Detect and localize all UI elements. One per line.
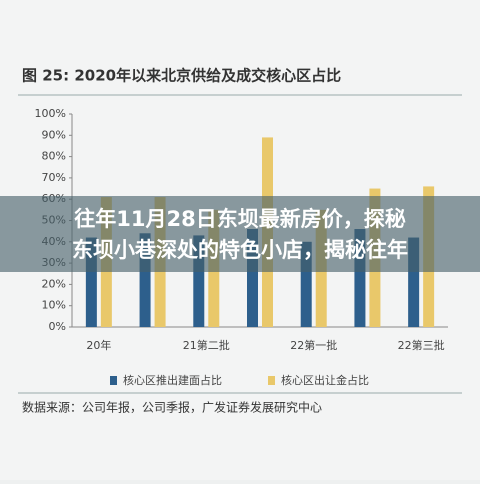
y-tick-label: 90% [42, 128, 66, 141]
chart-title: 图 25: 2020年以来北京供给及成交核心区占比 [22, 67, 341, 85]
bar [408, 237, 420, 327]
source: 数据来源：公司年报，公司季报，广发证券发展研究中心 [22, 400, 322, 415]
overlay-line: 往年11月28日东坝最新房价，探秘 [74, 207, 405, 231]
bar [85, 237, 97, 327]
x-tick-label: 22第一批 [290, 338, 337, 352]
bar [354, 229, 366, 327]
y-tick-label: 10% [42, 299, 66, 312]
y-tick-label: 0% [49, 320, 66, 333]
overlay-line: 东坝小巷深处的特色小店，揭秘往年 [72, 238, 408, 262]
x-tick-label: 20年 [86, 338, 111, 352]
bar [300, 241, 312, 327]
legend-label: 核心区出让金占比 [281, 373, 369, 387]
y-tick-label: 20% [42, 277, 66, 290]
legend-swatch [268, 376, 275, 385]
overlay-banner [0, 196, 480, 272]
legend-swatch [110, 376, 117, 385]
legend-label: 核心区推出建面占比 [123, 373, 222, 387]
x-tick-label: 21第二批 [183, 338, 230, 352]
bar [247, 229, 258, 327]
bar [193, 235, 205, 327]
y-tick-label: 100% [35, 107, 66, 120]
y-tick-label: 70% [42, 171, 66, 184]
bar [139, 233, 151, 327]
x-tick-label: 22第三批 [398, 338, 445, 352]
y-tick-label: 80% [42, 150, 66, 163]
